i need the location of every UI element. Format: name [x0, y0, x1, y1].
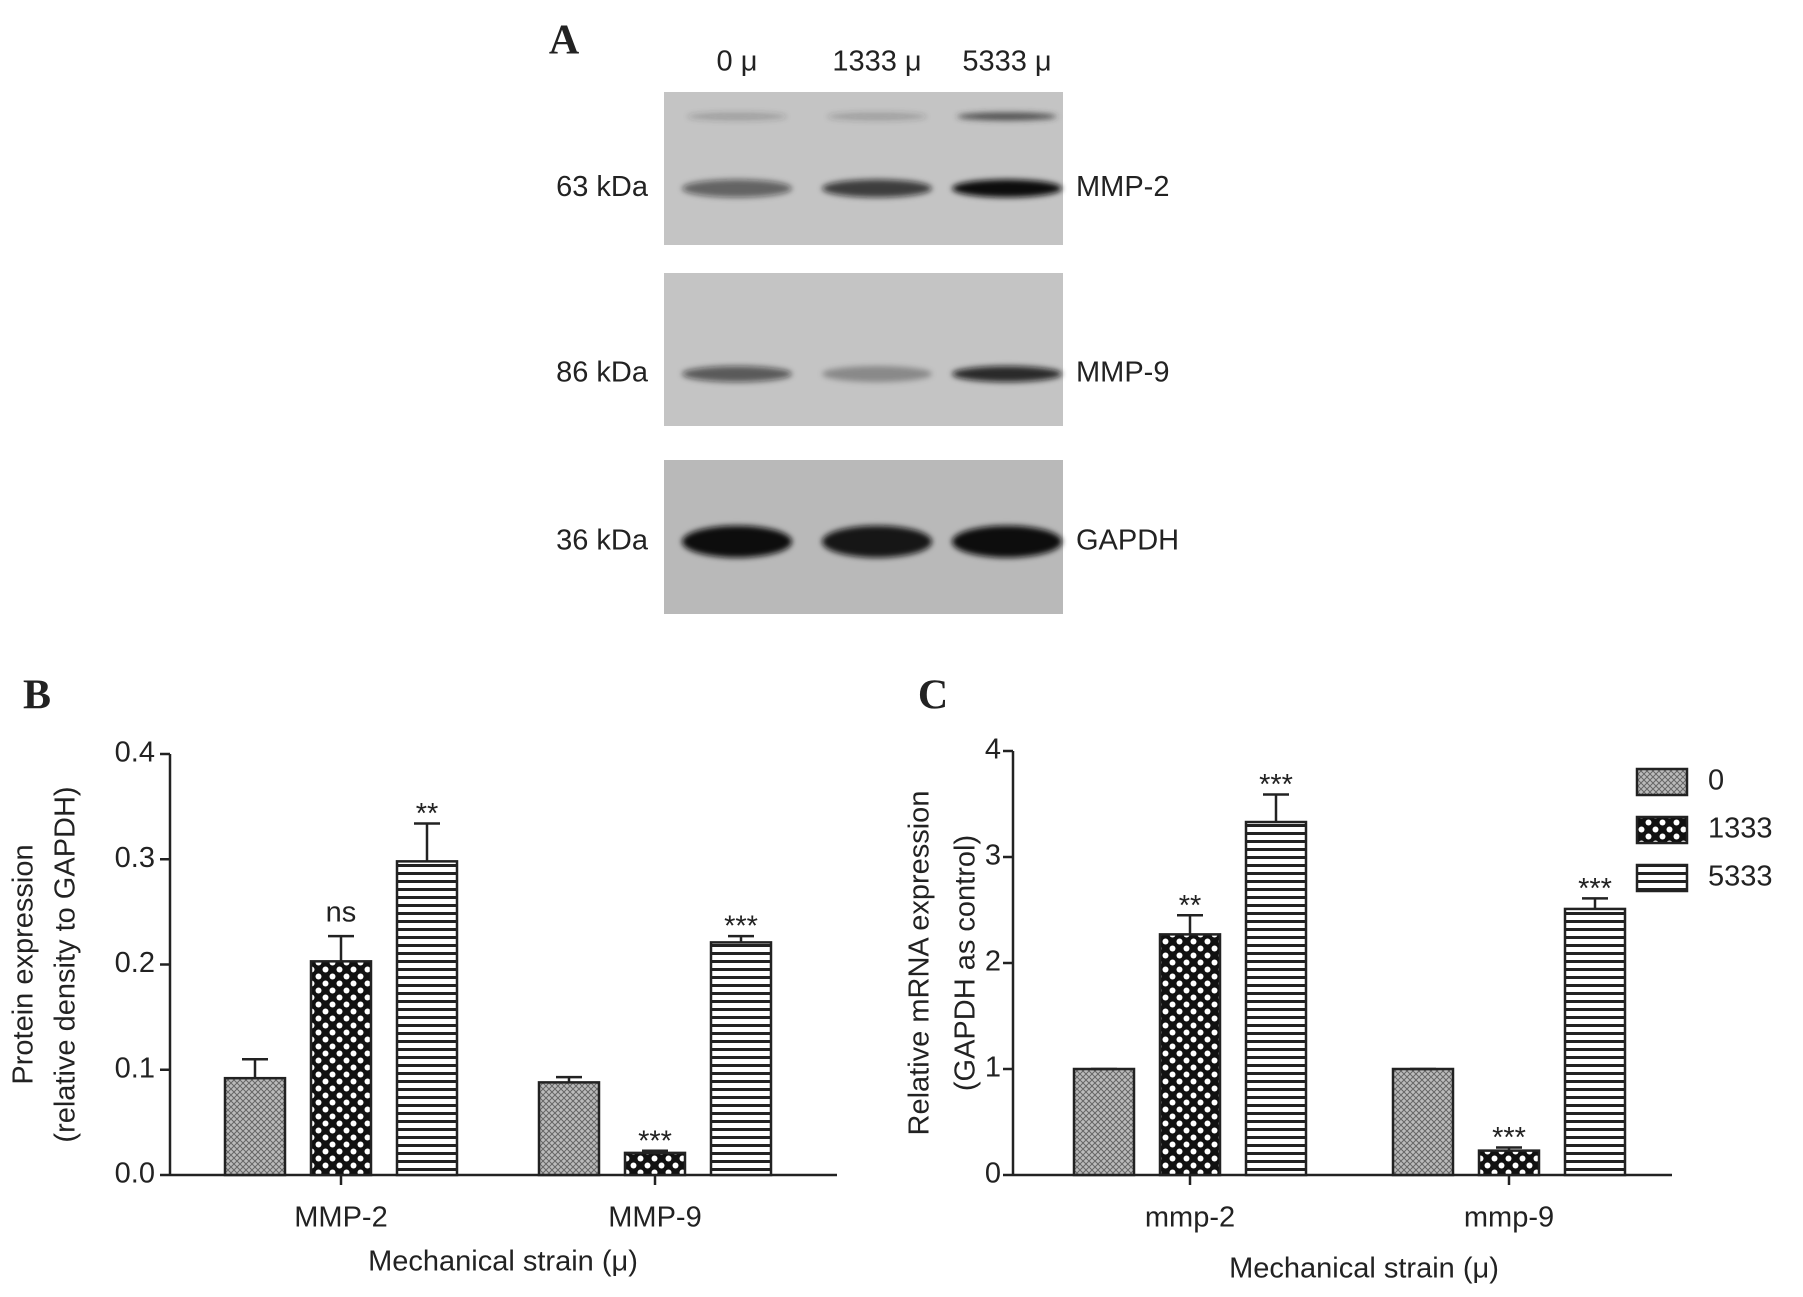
band	[952, 525, 1062, 558]
bar	[1244, 820, 1308, 1177]
band	[822, 365, 932, 382]
y-tick-label: 4	[985, 734, 1001, 766]
error-bar	[242, 1057, 268, 1079]
x-axis-label: Mechanical strain (μ)	[368, 1246, 638, 1278]
panel-label: C	[918, 673, 948, 719]
y-axis-label: (relative density to GAPDH)	[50, 786, 82, 1142]
error-bar	[414, 822, 440, 862]
lane-label: 1333 μ	[832, 46, 921, 78]
error-bar	[556, 1075, 582, 1083]
y-axis-label: Protein expression	[8, 844, 40, 1084]
bar	[309, 960, 373, 1177]
error-bar	[728, 934, 754, 943]
protein-label: MMP-9	[1076, 357, 1169, 389]
band	[682, 179, 792, 198]
significance-label: ***	[1578, 873, 1612, 905]
x-tick-label: mmp-2	[1145, 1202, 1235, 1234]
significance-label: ***	[724, 911, 758, 943]
protein-label: GAPDH	[1076, 524, 1179, 556]
bar	[395, 860, 459, 1177]
bands	[682, 112, 1062, 198]
y-tick-label: 1	[985, 1052, 1001, 1084]
bands	[682, 525, 1062, 558]
band	[822, 525, 932, 558]
lane-label: 0 μ	[717, 46, 758, 78]
legend-swatch	[1635, 863, 1689, 893]
significance-label: ***	[638, 1125, 672, 1157]
bar	[1072, 1067, 1136, 1177]
bar	[1391, 1067, 1455, 1177]
protein-label: MMP-2	[1076, 171, 1169, 203]
error-bar	[1263, 793, 1289, 823]
blot-image	[664, 273, 1063, 426]
band	[957, 112, 1057, 121]
x-tick-label: MMP-2	[294, 1202, 387, 1234]
band	[822, 179, 932, 198]
panel-label: A	[549, 18, 580, 64]
band	[827, 112, 927, 121]
bands	[682, 365, 1062, 382]
y-tick-label: 2	[985, 946, 1001, 978]
band	[952, 365, 1062, 382]
band	[682, 525, 792, 558]
marker-label: 63 kDa	[556, 171, 649, 203]
y-tick-label: 0.1	[115, 1052, 155, 1084]
bar	[223, 1076, 287, 1177]
band	[687, 112, 787, 121]
x-axis-label: Mechanical strain (μ)	[1229, 1253, 1499, 1285]
y-tick-label: 0.0	[115, 1158, 155, 1190]
bar	[1477, 1149, 1541, 1177]
band	[952, 179, 1062, 198]
bar	[1158, 933, 1222, 1177]
y-tick-label: 3	[985, 840, 1001, 872]
y-axis-label: Relative mRNA expression	[904, 791, 936, 1136]
panel-label: B	[23, 673, 51, 719]
bar	[1563, 907, 1627, 1177]
legend-label: 5333	[1708, 861, 1773, 893]
error-bar	[642, 1149, 668, 1153]
legend-label: 1333	[1708, 813, 1773, 845]
significance-label: **	[416, 798, 439, 830]
y-tick-label: 0	[985, 1158, 1001, 1190]
significance-label: ***	[1259, 769, 1293, 801]
bar	[537, 1081, 601, 1177]
error-bar	[1496, 1146, 1522, 1151]
x-tick-label: MMP-9	[608, 1202, 701, 1234]
error-bar	[1582, 897, 1608, 909]
marker-label: 86 kDa	[556, 357, 649, 389]
error-bar	[1177, 914, 1203, 935]
significance-label: ***	[1492, 1122, 1526, 1154]
legend-swatch	[1635, 767, 1689, 797]
error-bar	[328, 934, 354, 962]
y-tick-label: 0.3	[115, 842, 155, 874]
significance-label: ns	[326, 897, 357, 929]
band	[682, 365, 792, 382]
y-tick-label: 0.4	[115, 737, 155, 769]
y-tick-label: 0.2	[115, 947, 155, 979]
x-tick-label: mmp-9	[1464, 1202, 1554, 1234]
marker-label: 36 kDa	[556, 524, 649, 556]
bar	[709, 941, 773, 1177]
legend-swatch	[1635, 815, 1689, 845]
legend-label: 0	[1708, 765, 1724, 797]
y-axis-label: (GAPDH as control)	[950, 835, 982, 1091]
lane-label: 5333 μ	[962, 46, 1051, 78]
significance-label: **	[1179, 890, 1202, 922]
